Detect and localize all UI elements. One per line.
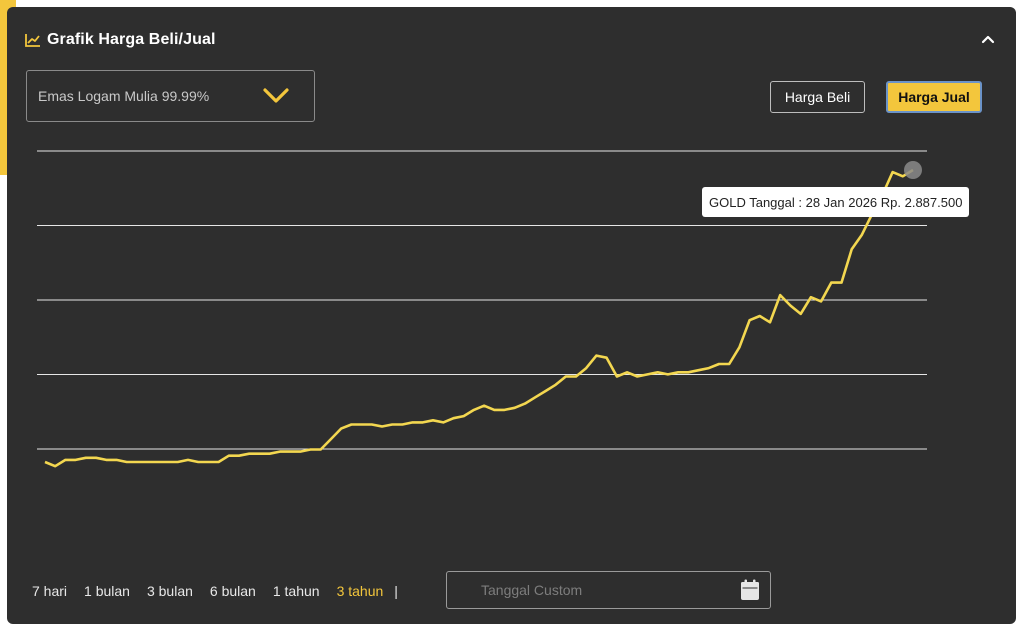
harga-jual-button[interactable]: Harga Jual xyxy=(886,81,982,113)
product-dropdown-value: Emas Logam Mulia 99.99% xyxy=(38,88,210,104)
range-3-tahun[interactable]: 3 tahun xyxy=(336,583,384,599)
range-7-hari[interactable]: 7 hari xyxy=(32,583,68,599)
range-selector: 7 hari 1 bulan 3 bulan 6 bulan 1 tahun 3… xyxy=(32,581,398,601)
panel-title: Grafik Harga Beli/Jual xyxy=(47,31,216,48)
collapse-button[interactable] xyxy=(978,29,998,49)
chart-tooltip: GOLD Tanggal : 28 Jan 2026 Rp. 2.887.500 xyxy=(702,187,970,217)
price-line xyxy=(44,168,914,468)
price-chart xyxy=(7,7,1016,624)
range-1-tahun[interactable]: 1 tahun xyxy=(272,583,320,599)
calendar-icon[interactable] xyxy=(740,579,760,601)
range-1-bulan[interactable]: 1 bulan xyxy=(84,583,130,599)
custom-date-placeholder: Tanggal Custom xyxy=(481,582,583,598)
range-6-bulan[interactable]: 6 bulan xyxy=(209,583,256,599)
range-separator: | xyxy=(394,583,398,599)
harga-beli-button[interactable]: Harga Beli xyxy=(770,81,865,113)
hover-point-marker[interactable] xyxy=(904,161,922,179)
panel-header: Grafik Harga Beli/Jual xyxy=(25,29,216,51)
product-dropdown[interactable]: Emas Logam Mulia 99.99% xyxy=(26,70,315,122)
price-chart-panel: Grafik Harga Beli/Jual Emas Logam Mulia … xyxy=(7,7,1016,624)
chevron-down-icon xyxy=(263,88,289,103)
range-3-bulan[interactable]: 3 bulan xyxy=(146,583,193,599)
chart-line-icon xyxy=(25,34,40,47)
custom-date-input[interactable]: Tanggal Custom xyxy=(446,571,771,609)
chart-svg xyxy=(37,150,927,468)
chevron-up-icon xyxy=(981,35,995,44)
